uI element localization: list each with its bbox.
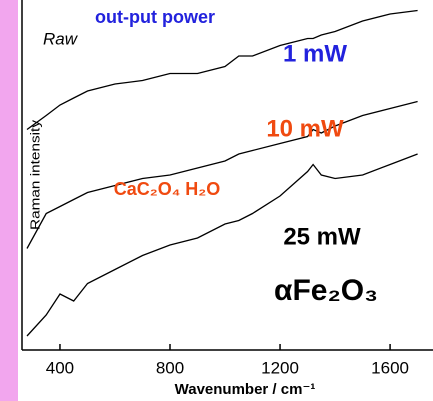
side-strip xyxy=(0,0,18,401)
chart-subtitle: Raw xyxy=(43,29,79,48)
x-axis-label: Wavenumber / cm⁻¹ xyxy=(175,381,316,398)
x-tick-label: 800 xyxy=(156,358,184,377)
x-tick-label: 1600 xyxy=(371,358,409,377)
chart-title: out-put power xyxy=(95,7,215,27)
series-line xyxy=(26,153,418,337)
series-label: 25 mW xyxy=(283,223,361,250)
y-axis-label: Raman intensity xyxy=(27,119,42,230)
series-line xyxy=(26,100,418,249)
series-label: 1 mW xyxy=(283,40,347,67)
series-label: 10 mW xyxy=(266,115,344,142)
x-tick-label: 1200 xyxy=(261,358,299,377)
series-line xyxy=(26,9,418,131)
x-tick-label: 400 xyxy=(46,358,74,377)
annotation: CaC₂O₄ H₂O xyxy=(114,179,221,199)
annotation: αFe₂O₃ xyxy=(274,274,378,307)
